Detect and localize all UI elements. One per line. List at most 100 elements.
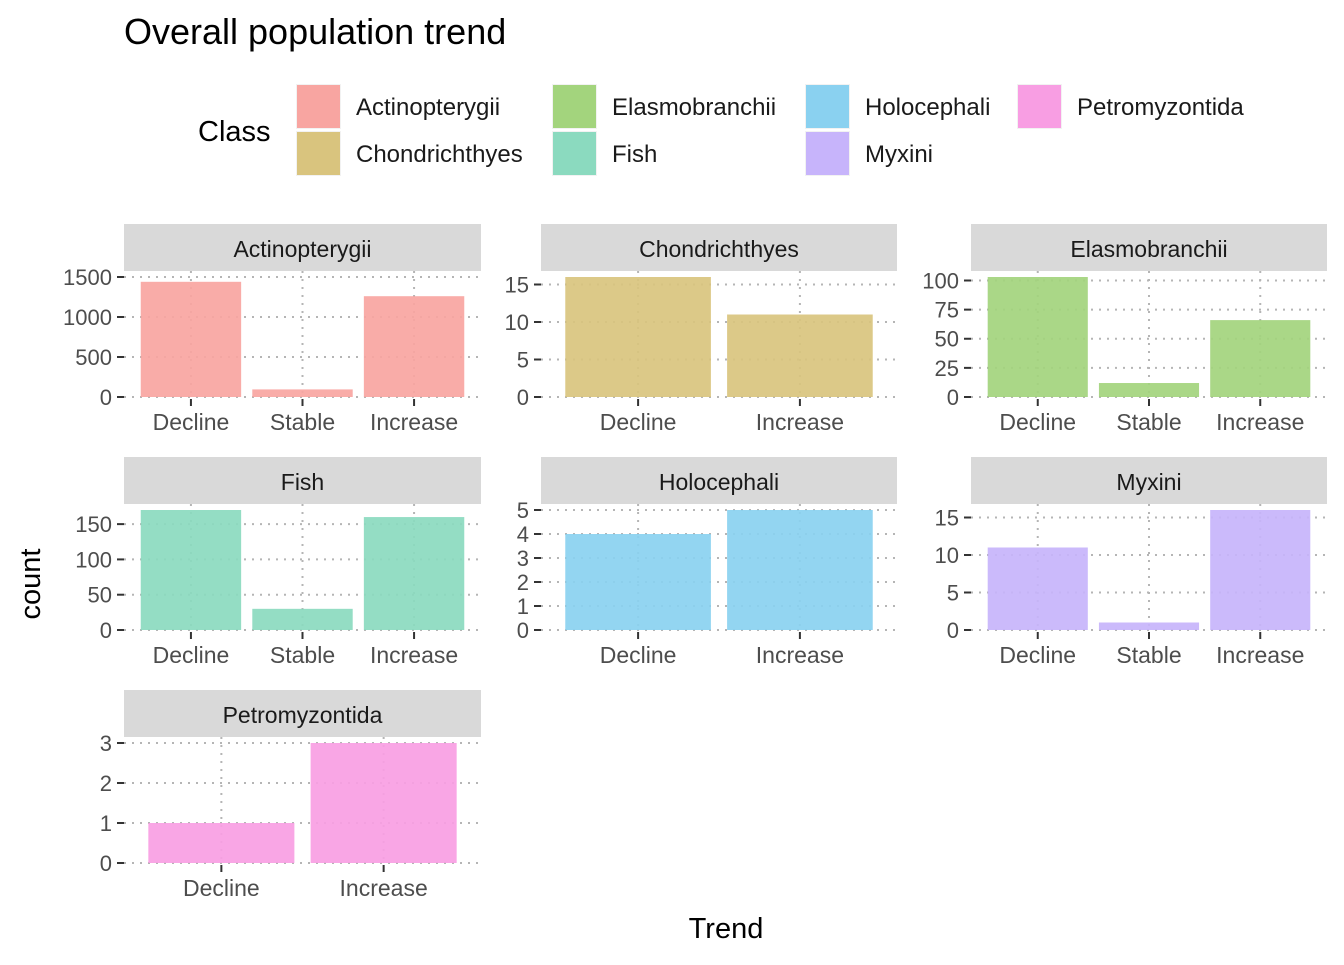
y-tick-label: 500 xyxy=(75,345,112,370)
bar-myxini-increase xyxy=(1210,510,1311,630)
x-tick-label: Decline xyxy=(999,642,1076,668)
bar-actinopterygii-increase xyxy=(363,296,465,397)
y-tick-label: 0 xyxy=(100,851,112,876)
y-tick-label: 100 xyxy=(75,547,112,572)
x-tick-label: Increase xyxy=(370,409,458,435)
bar-elasmobranchii-stable xyxy=(1098,383,1200,397)
legend-key-swatch xyxy=(806,132,849,175)
bar-actinopterygii-decline xyxy=(140,281,242,397)
bar-petromyzontida-increase xyxy=(310,743,457,863)
y-tick-label: 0 xyxy=(947,385,959,410)
legend-item-holocephali: Holocephali xyxy=(805,84,990,129)
bar-fish-stable xyxy=(252,608,353,630)
y-tick-label: 50 xyxy=(935,327,959,352)
bar-petromyzontida-decline xyxy=(148,823,295,863)
x-tick-label: Decline xyxy=(999,409,1076,435)
bar-holocephali-increase xyxy=(727,510,873,630)
x-tick-label: Increase xyxy=(756,642,844,668)
legend: Class Actinopterygii Chondrichthyes Elasmo… xyxy=(198,84,1244,176)
facet-strip-label: Myxini xyxy=(1116,469,1181,495)
legend-key-swatch xyxy=(297,85,340,128)
y-tick-label: 0 xyxy=(947,618,959,643)
facet-panel-elasmobranchii: Elasmobranchii 0 25 50 75 100 Decline Stable Inc… xyxy=(922,224,1327,435)
y-tick-label: 75 xyxy=(935,298,959,323)
legend-item-chondrichthyes: Chondrichthyes xyxy=(296,131,523,176)
facet-panel-petromyzontida: Petromyzontida 0 1 2 3 Decline Increase xyxy=(100,690,481,901)
bar-myxini-stable xyxy=(1098,622,1200,630)
y-tick-label: 50 xyxy=(88,583,112,608)
y-tick-label: 15 xyxy=(935,506,959,531)
y-tick-label: 0 xyxy=(517,618,529,643)
facet-strip-label: Petromyzontida xyxy=(223,702,383,728)
bar-actinopterygii-stable xyxy=(252,389,353,397)
legend-label: Myxini xyxy=(865,141,933,168)
x-tick-label: Increase xyxy=(370,642,458,668)
bar-chondrichthyes-decline xyxy=(565,277,711,397)
facet-strip-label: Fish xyxy=(281,469,324,495)
y-tick-label: 5 xyxy=(947,581,959,606)
legend-label: Fish xyxy=(612,141,657,168)
facet-strip xyxy=(971,457,1327,504)
facet-strip xyxy=(541,457,897,504)
bar-myxini-decline xyxy=(987,547,1088,630)
y-tick-label: 0 xyxy=(100,385,112,410)
legend-label: Actinopterygii xyxy=(356,94,500,121)
legend-label: Holocephali xyxy=(865,94,990,121)
facet-strip xyxy=(971,224,1327,271)
legend-key-swatch xyxy=(806,85,849,128)
bar-fish-increase xyxy=(363,517,465,630)
legend-item-elasmobranchii: Elasmobranchii xyxy=(552,84,776,129)
y-tick-label: 4 xyxy=(517,522,529,547)
y-tick-label: 3 xyxy=(100,731,112,756)
x-tick-label: Decline xyxy=(600,642,677,668)
facet-strip-label: Elasmobranchii xyxy=(1070,236,1227,262)
y-tick-label: 1000 xyxy=(63,305,112,330)
facet-panel-chondrichthyes: Chondrichthyes 0 5 10 15 Decline Increase xyxy=(505,224,897,435)
y-tick-label: 10 xyxy=(505,310,529,335)
x-tick-label: Stable xyxy=(1116,409,1181,435)
chart-title: Overall population trend xyxy=(124,11,506,52)
y-tick-label: 5 xyxy=(517,498,529,523)
legend-label: Chondrichthyes xyxy=(356,141,523,168)
bar-fish-decline xyxy=(140,510,242,630)
facet-strip-label: Holocephali xyxy=(659,469,779,495)
legend-item-petromyzontida: Petromyzontida xyxy=(1017,84,1244,129)
x-tick-label: Decline xyxy=(600,409,677,435)
facet-panel-actinopterygii: Actinopterygii 0 500 1000 1500 Decline Stable I… xyxy=(63,224,481,435)
y-tick-label: 100 xyxy=(922,268,959,293)
y-tick-label: 0 xyxy=(100,618,112,643)
y-tick-label: 0 xyxy=(517,385,529,410)
facet-strip xyxy=(124,224,481,271)
x-tick-label: Decline xyxy=(153,642,230,668)
y-tick-label: 1500 xyxy=(63,265,112,290)
y-tick-label: 10 xyxy=(935,543,959,568)
y-tick-label: 1 xyxy=(100,811,112,836)
y-axis-label: count xyxy=(15,549,47,620)
facet-strip xyxy=(541,224,897,271)
facet-strip-label: Actinopterygii xyxy=(233,236,371,262)
legend-item-actinopterygii: Actinopterygii xyxy=(296,84,500,129)
facet-panel-fish: Fish 0 50 100 150 Decline Stable Increase xyxy=(75,457,481,668)
legend-label: Elasmobranchii xyxy=(612,94,776,121)
facet-strip xyxy=(124,457,481,504)
x-tick-label: Stable xyxy=(270,409,335,435)
x-tick-label: Increase xyxy=(1216,642,1304,668)
x-tick-label: Stable xyxy=(270,642,335,668)
legend-item-myxini: Myxini xyxy=(805,131,933,176)
y-tick-label: 15 xyxy=(505,273,529,298)
y-tick-label: 150 xyxy=(75,512,112,537)
x-tick-label: Increase xyxy=(756,409,844,435)
y-tick-label: 1 xyxy=(517,594,529,619)
x-tick-label: Increase xyxy=(340,875,428,901)
legend-key-swatch xyxy=(297,132,340,175)
bar-elasmobranchii-decline xyxy=(987,277,1088,397)
x-tick-label: Stable xyxy=(1116,642,1181,668)
bar-elasmobranchii-increase xyxy=(1210,320,1311,397)
legend-key-swatch xyxy=(553,132,596,175)
y-tick-label: 2 xyxy=(517,570,529,595)
y-tick-label: 2 xyxy=(100,771,112,796)
facet-strip xyxy=(124,690,481,737)
legend-items: Actinopterygii Chondrichthyes Elasmobranch… xyxy=(296,84,1244,176)
